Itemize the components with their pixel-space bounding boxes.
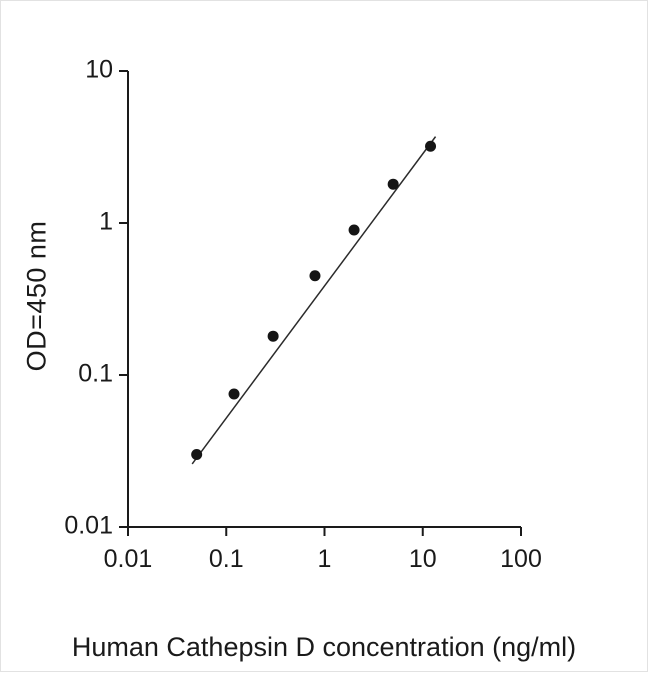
x-axis-title: Human Cathepsin D concentration (ng/ml) [71,632,577,662]
fit-line [191,136,437,465]
data-point [425,140,437,152]
data-point [267,330,279,342]
x-tick-label: 100 [500,545,542,573]
y-tick-label: 10 [85,56,113,84]
x-tick-label: 0.01 [104,545,153,573]
x-tick-label: 0.1 [209,545,244,573]
y-tick-label: 0.1 [78,360,113,388]
x-tick-label: 1 [318,545,332,573]
data-point [228,388,240,400]
data-point [348,224,360,236]
data-point [309,270,321,282]
y-axis-title: OD=450 nm [21,220,52,372]
y-tick-label: 0.01 [64,512,113,540]
y-tick-label: 1 [99,208,113,236]
x-tick-label: 10 [409,545,437,573]
data-point [387,178,399,190]
data-point [191,448,203,460]
